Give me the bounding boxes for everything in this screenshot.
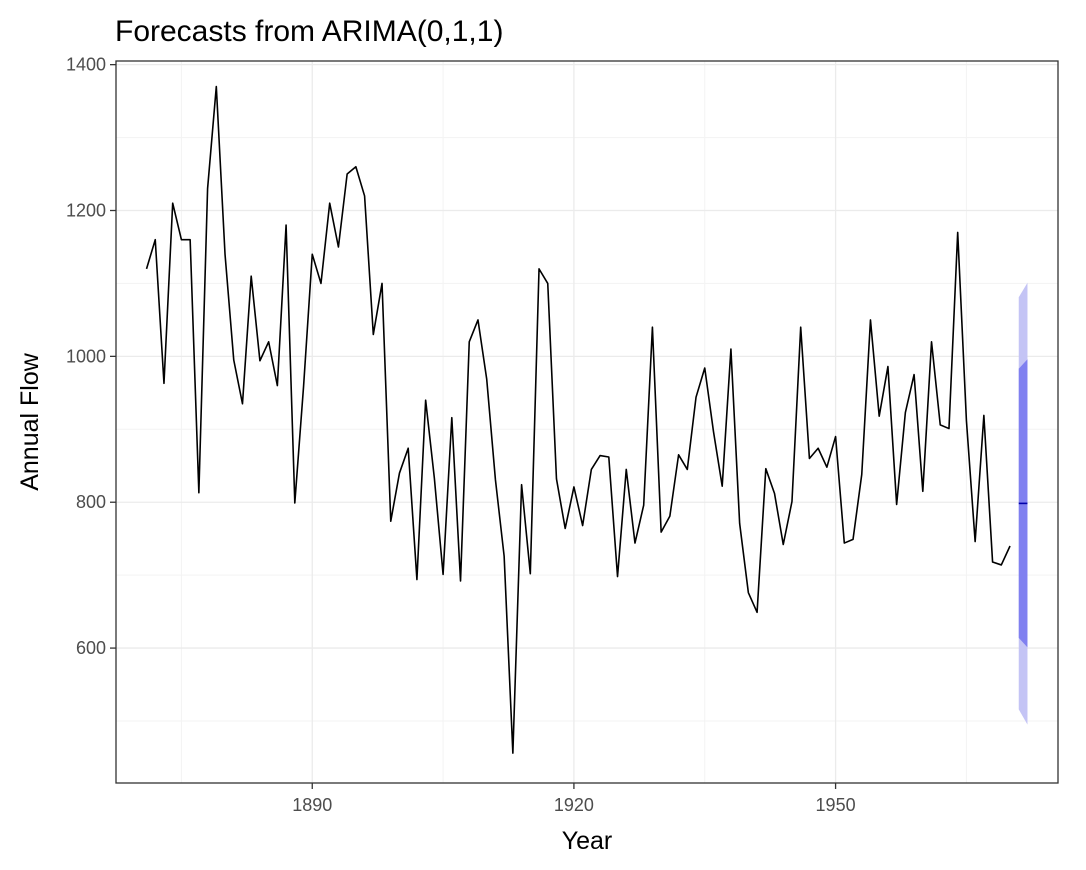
y-tick-label: 1000 bbox=[66, 346, 106, 366]
x-tick-label: 1950 bbox=[816, 795, 856, 815]
x-tick-label: 1920 bbox=[554, 795, 594, 815]
y-tick-label: 600 bbox=[76, 638, 106, 658]
y-tick-label: 800 bbox=[76, 492, 106, 512]
y-tick-label: 1400 bbox=[66, 55, 106, 75]
x-tick-label: 1890 bbox=[292, 795, 332, 815]
series-lines bbox=[145, 85, 1028, 754]
y-axis-title: Annual Flow bbox=[16, 352, 44, 491]
panel-border bbox=[115, 60, 1059, 784]
y-tick-label: 1200 bbox=[66, 201, 106, 221]
x-axis-title: Year bbox=[562, 827, 613, 855]
chart-title: Forecasts from ARIMA(0,1,1) bbox=[115, 15, 503, 48]
series-line-observed bbox=[145, 85, 1011, 754]
axis-ticks: 1890 1920 1950 600 800 1000 1200 1400 bbox=[66, 55, 856, 815]
grid bbox=[116, 61, 1058, 783]
